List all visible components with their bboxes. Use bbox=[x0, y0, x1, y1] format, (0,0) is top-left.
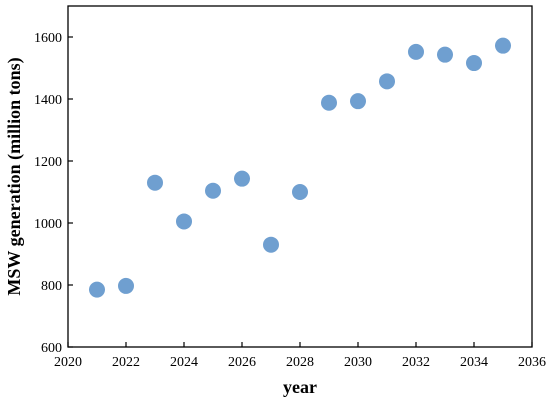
data-point bbox=[495, 37, 511, 54]
x-tick-label: 2026 bbox=[228, 355, 256, 370]
data-point bbox=[408, 43, 424, 60]
data-points bbox=[89, 37, 511, 298]
y-tick-label: 600 bbox=[41, 341, 62, 356]
data-point bbox=[292, 184, 308, 200]
data-point bbox=[147, 174, 163, 191]
data-point bbox=[263, 236, 279, 253]
x-axis-ticks: 2020 2022 2024 2026 2028 2030 2032 2034 2036 bbox=[54, 342, 546, 370]
x-tick-label: 2036 bbox=[518, 355, 546, 370]
data-point bbox=[205, 182, 221, 199]
data-point bbox=[234, 170, 250, 187]
x-axis-title: year bbox=[283, 377, 317, 397]
data-point bbox=[350, 93, 366, 110]
data-point bbox=[466, 55, 482, 72]
x-tick-label: 2024 bbox=[170, 355, 198, 370]
x-tick-label: 2020 bbox=[54, 355, 82, 370]
y-axis-title: MSW generation (million tons) bbox=[4, 57, 25, 295]
x-tick-label: 2034 bbox=[460, 355, 488, 370]
data-point bbox=[437, 46, 453, 63]
y-tick-label: 800 bbox=[41, 279, 62, 294]
y-tick-label: 1000 bbox=[34, 217, 62, 232]
x-tick-label: 2032 bbox=[402, 355, 430, 370]
data-point bbox=[118, 277, 134, 294]
data-point bbox=[176, 213, 192, 230]
data-point bbox=[321, 94, 337, 111]
y-tick-label: 1400 bbox=[34, 93, 62, 108]
y-axis-ticks: 600 800 1000 1200 1400 1600 bbox=[34, 31, 73, 356]
data-point bbox=[89, 281, 105, 298]
y-tick-label: 1200 bbox=[34, 155, 62, 170]
plot-frame bbox=[67, 5, 533, 348]
data-point bbox=[379, 73, 395, 90]
x-tick-label: 2022 bbox=[112, 355, 140, 370]
x-tick-label: 2028 bbox=[286, 355, 314, 370]
x-tick-label: 2030 bbox=[344, 355, 372, 370]
y-tick-label: 1600 bbox=[34, 31, 62, 46]
